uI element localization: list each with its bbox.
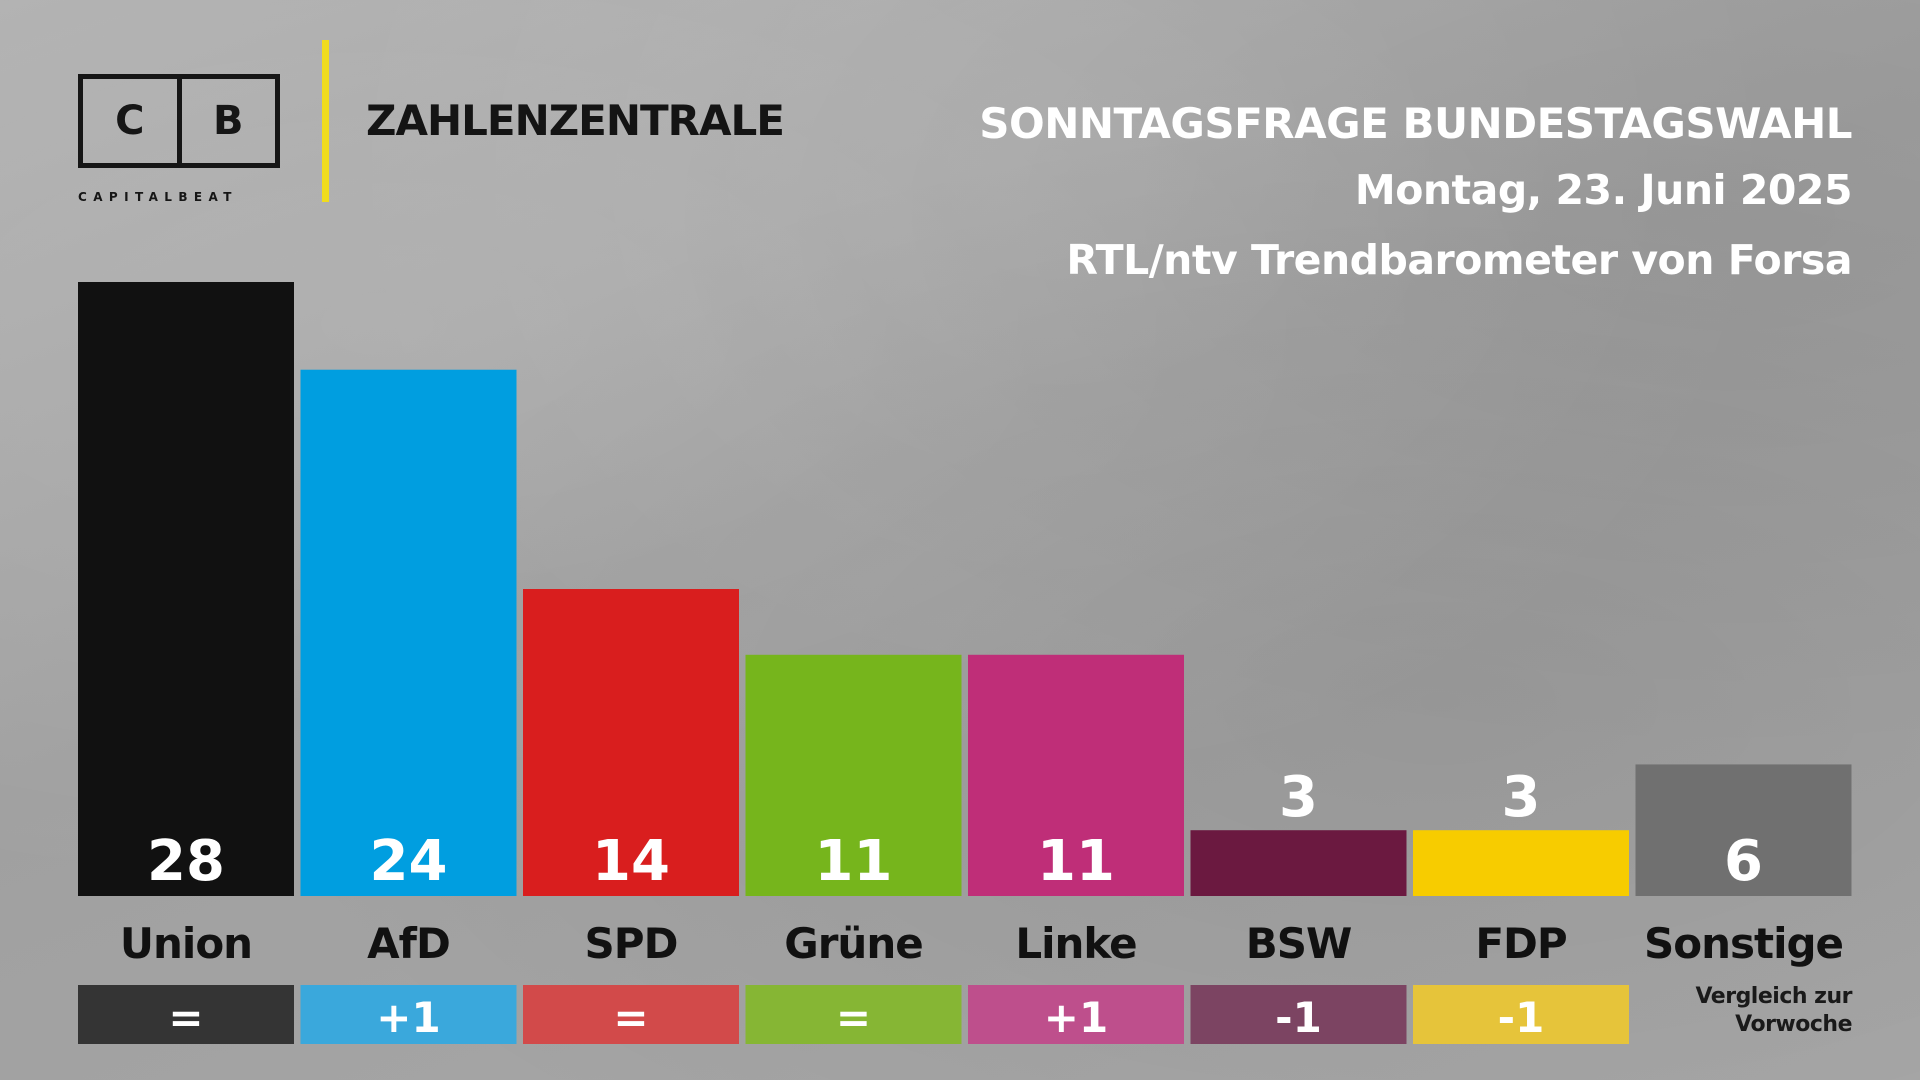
category-label-linke: Linke — [1015, 919, 1136, 968]
change-box-afd — [300, 985, 517, 1044]
change-box-gruene — [745, 985, 962, 1044]
change-label-linke: +1 — [1044, 993, 1108, 1042]
bar-fdp — [1413, 830, 1629, 896]
chart-date: Montag, 23. Juni 2025 — [1354, 166, 1853, 214]
category-label-bsw: BSW — [1246, 919, 1352, 968]
change-box-spd — [523, 985, 739, 1044]
change-label-bsw: -1 — [1275, 993, 1322, 1042]
change-label-spd: = — [613, 993, 648, 1042]
bar-bsw — [1190, 830, 1407, 896]
bar-sonstige — [1635, 764, 1852, 896]
chart-source: RTL/ntv Trendbarometer von Forsa — [1066, 236, 1852, 284]
value-label-afd: 24 — [370, 829, 448, 894]
logo-wordmark: CAPITALBEAT — [78, 190, 238, 204]
value-labels-layer: 28 24 14 11 11 3 3 6 — [147, 765, 1763, 894]
value-label-union: 28 — [147, 829, 225, 894]
change-box-linke — [968, 985, 1184, 1044]
logo-letter-c: C — [115, 98, 145, 144]
section-title: ZAHLENZENTRALE — [366, 96, 785, 145]
change-box-bsw — [1190, 985, 1407, 1044]
bar-afd — [300, 369, 517, 896]
capitalbeat-logo: C B — [78, 74, 280, 168]
chart-title: SONNTAGSFRAGE BUNDESTAGSWAHL — [979, 99, 1852, 148]
value-label-bsw: 3 — [1279, 765, 1318, 830]
logo-letter-b: B — [213, 98, 244, 144]
change-label-union: = — [168, 993, 203, 1042]
change-label-afd: +1 — [376, 993, 440, 1042]
bar-gruene — [745, 654, 962, 896]
value-label-linke: 11 — [1037, 829, 1115, 894]
bars-layer — [78, 282, 1852, 896]
change-box-union — [78, 985, 294, 1044]
change-note: Vergleich zur Vorwoche — [1695, 984, 1852, 1037]
bar-linke — [968, 654, 1184, 896]
value-label-spd: 14 — [592, 829, 670, 894]
category-labels-layer: Union AfD SPD Grüne Linke BSW FDP Sonstige — [120, 919, 1844, 968]
change-boxes-layer: = +1 = = +1 -1 -1 — [78, 985, 1629, 1044]
change-box-fdp — [1413, 985, 1629, 1044]
bar-union — [78, 282, 294, 896]
category-label-gruene: Grüne — [784, 919, 922, 968]
category-label-afd: AfD — [367, 919, 450, 968]
value-label-gruene: 11 — [815, 829, 893, 894]
value-label-fdp: 3 — [1502, 765, 1541, 830]
chart-title-block: SONNTAGSFRAGE BUNDESTAGSWAHL Montag, 23.… — [979, 94, 1852, 294]
value-label-sonstige: 6 — [1724, 829, 1763, 894]
category-label-union: Union — [120, 919, 252, 968]
category-label-sonstige: Sonstige — [1644, 919, 1843, 968]
bar-spd — [523, 589, 739, 896]
logo-divider — [176, 79, 182, 163]
category-label-fdp: FDP — [1475, 919, 1567, 968]
category-label-spd: SPD — [585, 919, 678, 968]
yellow-divider — [322, 40, 329, 202]
change-label-fdp: -1 — [1498, 993, 1545, 1042]
change-label-gruene: = — [836, 993, 871, 1042]
